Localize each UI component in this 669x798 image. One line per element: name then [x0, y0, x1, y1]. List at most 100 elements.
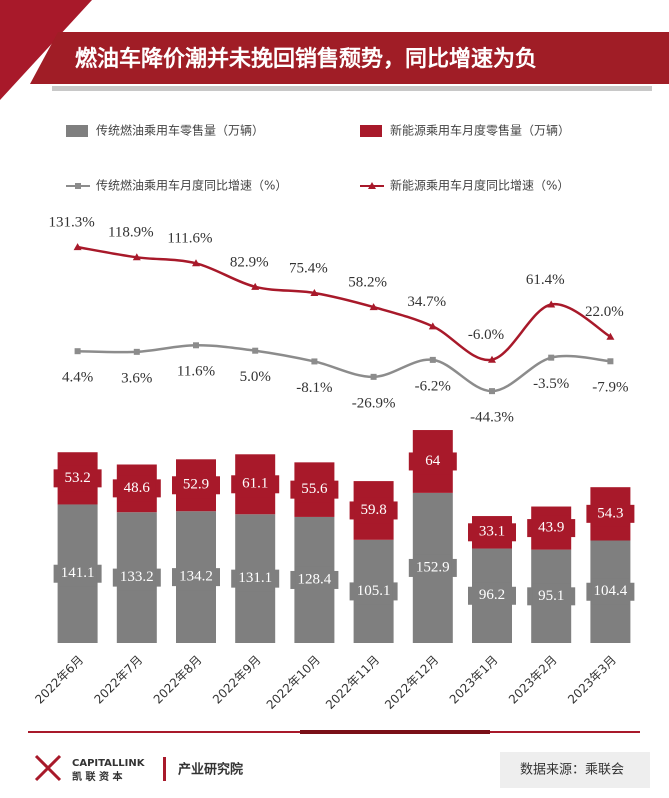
bar-value-label: 48.6 [124, 480, 151, 496]
point-label: 111.6% [167, 231, 212, 247]
line-marker [251, 282, 260, 290]
x-tick-label: 2022年9月 [210, 653, 264, 707]
bar-value-label: 59.8 [360, 502, 386, 518]
point-label: 75.4% [289, 260, 328, 276]
label-box [413, 448, 452, 475]
label-box [58, 560, 97, 587]
line-marker [488, 355, 496, 363]
label-box [117, 564, 156, 591]
logo-mark [34, 754, 62, 782]
bar-value-label: 61.1 [242, 476, 268, 492]
corner-decoration [0, 0, 92, 100]
line-marker [192, 259, 200, 267]
point-label: 82.9% [230, 254, 269, 270]
line-marker [73, 243, 82, 251]
point-label: 58.2% [348, 275, 387, 291]
legend-label: 新能源乘用车月度零售量（万辆） [390, 123, 570, 138]
logo [34, 754, 62, 782]
bar-value-label: 53.2 [64, 470, 90, 486]
bar-value-label: 128.4 [298, 571, 332, 587]
x-tick-label: 2022年10月 [264, 653, 323, 712]
legend-label: 传统燃油乘用车零售量（万辆） [96, 123, 264, 138]
point-label: 22.0% [585, 304, 624, 320]
title-banner [30, 32, 669, 84]
point-label: -26.9% [352, 395, 396, 411]
point-label: 34.7% [407, 294, 446, 310]
label-box [177, 564, 215, 591]
point-label: -7.9% [592, 380, 628, 396]
bar-value-label: 52.9 [183, 477, 209, 493]
x-tick-label: 2023年3月 [565, 653, 619, 707]
point-label: -3.5% [533, 376, 569, 392]
line-marker [370, 373, 377, 380]
point-label: -6.0% [468, 327, 504, 343]
label-box [295, 566, 334, 593]
label-box [532, 583, 571, 610]
source-box [500, 752, 650, 788]
x-tick-label: 2022年6月 [32, 653, 86, 707]
label-box [354, 578, 393, 605]
line-marker [547, 300, 556, 308]
x-tick-label: 2023年2月 [506, 653, 560, 707]
point-label: 5.0% [240, 369, 271, 385]
x-tick-label: 2022年12月 [382, 653, 441, 712]
label-box [58, 465, 97, 492]
line-marker [428, 322, 437, 330]
legend-label: 传统燃油乘用车月度同比增速（%） [96, 178, 287, 193]
logo-cn: 凯 联 资 本 [72, 770, 123, 783]
bar-value-label: 131.1 [238, 570, 272, 586]
label-box [473, 582, 511, 609]
point-label: -44.3% [470, 410, 514, 426]
line-marker [310, 288, 319, 296]
point-label: -8.1% [296, 380, 332, 396]
bar-value-label: 133.2 [120, 569, 154, 585]
point-label: 61.4% [526, 272, 565, 288]
label-box [236, 565, 275, 592]
bar-value-label: 55.6 [301, 481, 328, 497]
bar-value-label: 64 [425, 453, 441, 469]
bar-value-label: 152.9 [416, 559, 450, 575]
label-box [117, 475, 156, 502]
bar-value-label: 141.1 [61, 565, 95, 581]
line-marker [311, 358, 318, 365]
title-underline [52, 86, 652, 91]
line-marker [74, 348, 81, 355]
bar-value-label: 43.9 [538, 520, 564, 536]
label-box [236, 471, 275, 498]
source: 数据来源：乘联会 [520, 763, 624, 778]
label-box [413, 554, 452, 581]
point-label: 3.6% [121, 370, 152, 386]
legend-label: 新能源乘用车月度同比增速（%） [390, 178, 569, 193]
legend-marker [368, 182, 376, 189]
x-tick-label: 2022年11月 [323, 653, 382, 712]
bar-value-label: 95.1 [538, 588, 564, 604]
chart-title: 燃油车降价潮并未挽回销售颓势，同比增速为负 [75, 46, 537, 72]
x-tick-label: 2023年1月 [447, 653, 501, 707]
line-marker [132, 253, 141, 261]
logo-divider [163, 757, 166, 781]
line [77, 344, 611, 393]
legend-swatch [66, 125, 88, 137]
label-box [354, 497, 393, 524]
line-marker [607, 358, 614, 365]
label-box [532, 515, 571, 542]
line-marker [133, 348, 140, 355]
bar-value-label: 104.4 [594, 583, 628, 599]
point-label: 118.9% [108, 225, 154, 241]
department: 产业研究院 [178, 762, 243, 778]
line-marker [252, 347, 259, 354]
line-marker [548, 354, 555, 361]
bar-value-label: 33.1 [479, 524, 505, 540]
footer-accent [300, 730, 490, 734]
logo-en: CAPITALLINK [72, 758, 146, 769]
line-marker [369, 303, 378, 311]
bar-value-label: 134.2 [179, 569, 213, 585]
line-marker [606, 332, 615, 340]
label-box [473, 519, 511, 546]
bar-value-label: 105.1 [357, 583, 391, 599]
label-box [295, 476, 334, 503]
point-label: 11.6% [177, 364, 215, 380]
legend-swatch [360, 125, 382, 137]
x-tick-label: 2022年7月 [92, 653, 146, 707]
